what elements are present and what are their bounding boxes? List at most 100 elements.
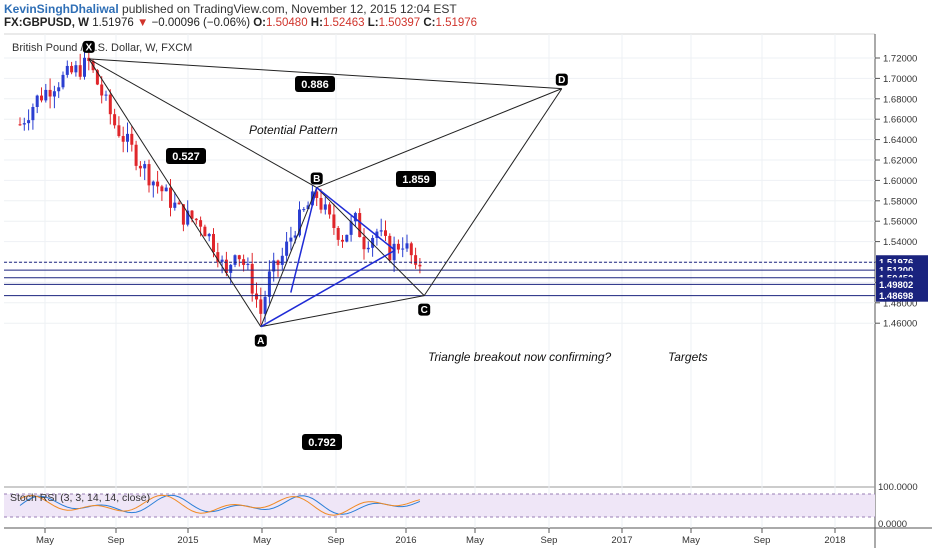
pattern-leg-ab bbox=[260, 187, 318, 327]
candle-body bbox=[57, 87, 61, 92]
close-label: C: bbox=[423, 17, 436, 29]
candle-body bbox=[130, 133, 134, 145]
ratio-label-xd: 0.886 bbox=[295, 76, 335, 92]
candle-body bbox=[65, 65, 69, 75]
pattern-point-d-marker bbox=[555, 73, 568, 86]
price-level-text: 1.48698 bbox=[879, 291, 913, 302]
candle-body bbox=[285, 241, 289, 256]
publish-line: KevinSinghDhaliwal published on TradingV… bbox=[4, 2, 457, 16]
ratio-label-bd: 1.859 bbox=[396, 171, 436, 187]
candle-body bbox=[190, 210, 194, 219]
candle-body bbox=[18, 124, 22, 126]
y-tick-label: 1.64000 bbox=[883, 135, 917, 146]
candle-body bbox=[164, 187, 168, 192]
candle-body bbox=[220, 259, 224, 262]
price-change: −0.00096 (−0.06%) bbox=[151, 17, 251, 29]
candle-body bbox=[78, 65, 82, 77]
x-tick-label: 2018 bbox=[824, 535, 845, 546]
annotation-potential-pattern: Potential Pattern bbox=[249, 123, 338, 137]
pattern-point-x-marker bbox=[82, 40, 95, 53]
price-level-badge bbox=[876, 288, 928, 302]
candle-body bbox=[61, 74, 65, 88]
x-tick-label: Sep bbox=[328, 535, 345, 546]
close-value: 1.51976 bbox=[435, 17, 478, 29]
open-label: O: bbox=[253, 17, 267, 29]
candle-body bbox=[362, 237, 366, 250]
pattern-point-a-label: A bbox=[257, 336, 264, 347]
x-tick-label: Sep bbox=[754, 535, 771, 546]
low-value: 1.50397 bbox=[378, 17, 421, 29]
price-level-badge bbox=[876, 277, 928, 291]
candle-body bbox=[345, 234, 349, 242]
candle-body bbox=[276, 260, 280, 265]
candle-body bbox=[293, 235, 297, 238]
candle-body bbox=[100, 84, 104, 96]
candle-body bbox=[405, 243, 409, 249]
candle-body bbox=[27, 120, 31, 124]
pattern-leg-cd bbox=[423, 88, 563, 296]
annotation-targets: Targets bbox=[668, 350, 708, 364]
triangle-side-line bbox=[290, 187, 318, 293]
y-tick-label: 1.58000 bbox=[883, 196, 917, 207]
candle-body bbox=[35, 95, 39, 107]
candle-body bbox=[323, 204, 327, 210]
author-name[interactable]: KevinSinghDhaliwal bbox=[4, 2, 119, 16]
pattern-point-d-label: D bbox=[558, 75, 565, 86]
candle-body bbox=[70, 65, 74, 73]
candle-body bbox=[212, 233, 215, 253]
candle-body bbox=[143, 164, 147, 169]
y-tick-label: 1.48000 bbox=[883, 298, 917, 309]
candle-body bbox=[194, 218, 198, 221]
candle-body bbox=[259, 299, 263, 314]
y-tick-label: 1.56000 bbox=[883, 217, 917, 228]
candle-body bbox=[358, 213, 362, 238]
candle-body bbox=[134, 144, 138, 166]
candle-body bbox=[414, 255, 418, 265]
candle-body bbox=[181, 204, 185, 225]
candles bbox=[18, 52, 422, 325]
triangle-upper-line bbox=[316, 186, 396, 251]
stoch-tick-100: 100.0000 bbox=[878, 482, 918, 493]
pattern-point-x-label: X bbox=[85, 42, 92, 53]
x-tick-label: May bbox=[36, 535, 54, 546]
candle-body bbox=[22, 123, 26, 125]
svg-text:0.527: 0.527 bbox=[172, 151, 200, 163]
candle-body bbox=[302, 209, 306, 211]
published-info: published on TradingView.com, November 1… bbox=[118, 2, 457, 16]
candle-body bbox=[349, 221, 353, 235]
candle-body bbox=[95, 70, 99, 85]
candle-body bbox=[298, 209, 301, 236]
candle-body bbox=[246, 263, 250, 265]
high-value: 1.52463 bbox=[322, 17, 365, 29]
candle-body bbox=[263, 296, 267, 314]
time-axis: May Sep 2015 May Sep 2016 May Sep 2017 May Sep 2018 bbox=[36, 528, 846, 546]
stoch-label: Stoch RSI (3, 3, 14, 14, close) bbox=[10, 492, 150, 504]
pattern-points: X A B C D bbox=[82, 40, 568, 347]
candle-body bbox=[113, 114, 117, 126]
last-price: 1.51976 bbox=[92, 17, 134, 29]
candle-body bbox=[224, 259, 228, 273]
pattern-leg-xb bbox=[88, 58, 317, 188]
candle-body bbox=[108, 94, 112, 115]
candle-body bbox=[272, 260, 276, 272]
grid bbox=[4, 34, 875, 528]
pattern-point-b-label: B bbox=[313, 174, 320, 185]
y-tick-label: 1.68000 bbox=[883, 94, 917, 105]
y-tick-label: 1.70000 bbox=[883, 74, 917, 85]
candle-body bbox=[379, 230, 383, 232]
pattern-point-c-marker bbox=[418, 303, 431, 316]
candle-body bbox=[229, 264, 233, 273]
candle-body bbox=[242, 259, 246, 265]
candle-body bbox=[396, 243, 400, 250]
candle-body bbox=[255, 293, 258, 300]
pattern-leg-xd bbox=[88, 58, 562, 90]
y-tick-label: 1.72000 bbox=[883, 54, 917, 65]
triangle-pattern bbox=[260, 186, 396, 328]
harmonic-pattern bbox=[88, 58, 563, 328]
open-value: 1.50480 bbox=[266, 17, 308, 29]
candle-body bbox=[126, 133, 129, 142]
pattern-point-c-label: C bbox=[421, 305, 428, 316]
price-level-text: 1.49802 bbox=[879, 280, 913, 291]
low-label: L: bbox=[367, 17, 379, 29]
